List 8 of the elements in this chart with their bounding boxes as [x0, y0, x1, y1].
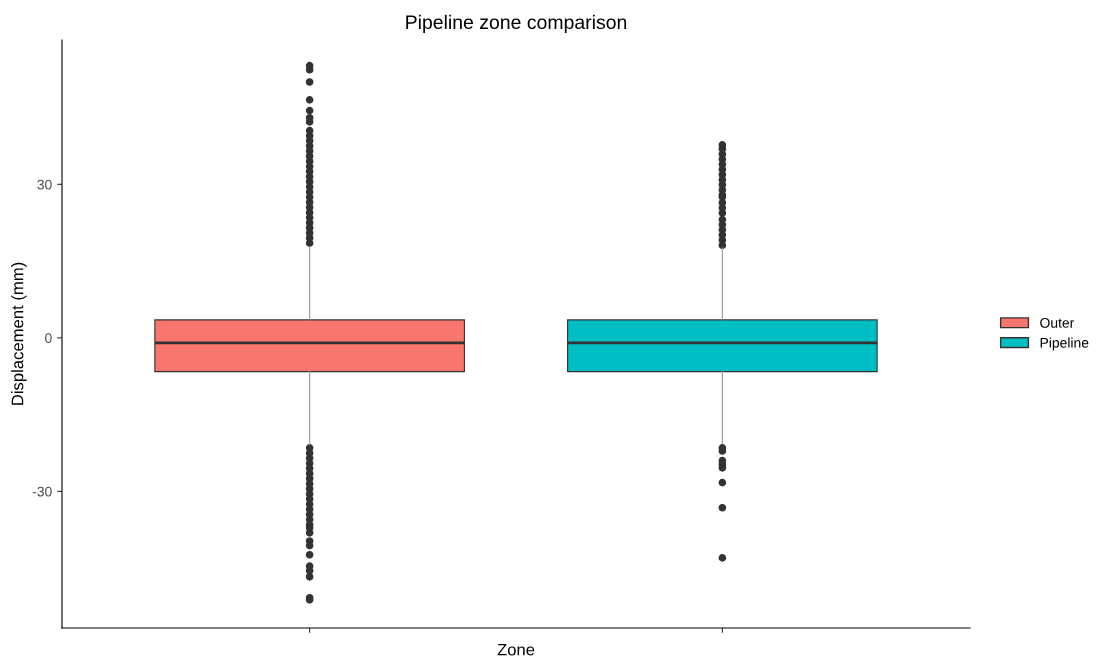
y-axis-title: Displacement (mm): [11, 262, 27, 405]
y-tick-label: 0: [45, 333, 52, 344]
x-axis-title: Zone: [497, 643, 535, 656]
chart-title: Pipeline zone comparison: [406, 14, 627, 33]
y-tick-label: -30: [32, 486, 52, 497]
y-tick-label: 30: [37, 179, 52, 190]
legend-label: Pipeline: [1040, 337, 1089, 351]
legend-label: Outer: [1040, 317, 1075, 328]
